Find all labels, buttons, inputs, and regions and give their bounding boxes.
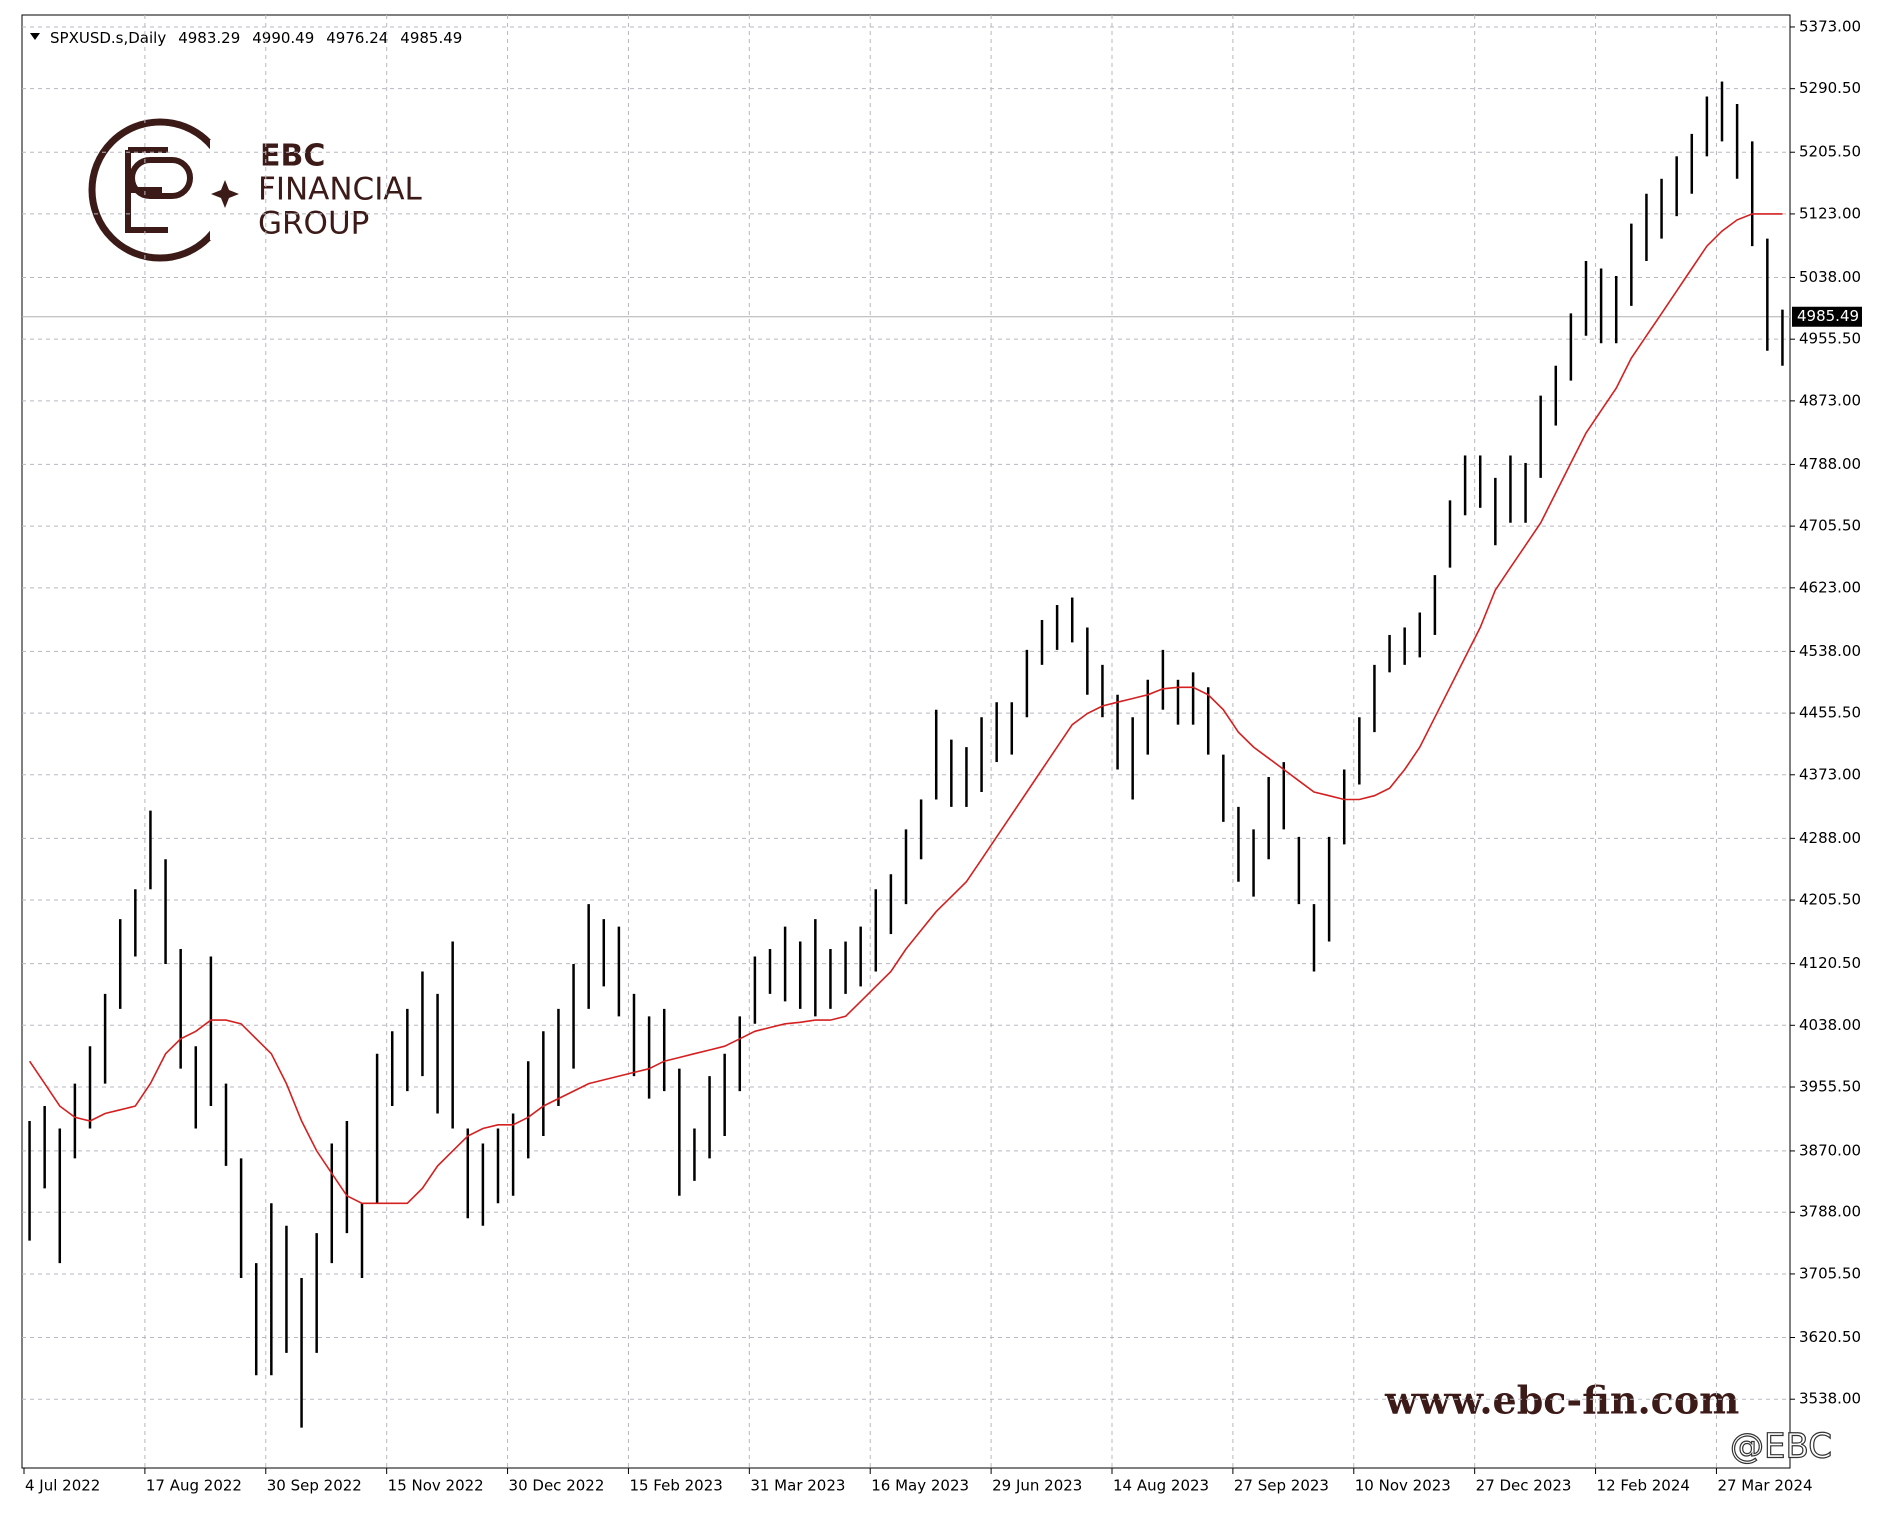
x-tick-label: 14 Aug 2023 <box>1113 1477 1209 1495</box>
logo: EBC FINANCIAL GROUP <box>88 118 423 262</box>
header: SPXUSD.s,Daily 4983.29 4990.49 4976.24 4985.… <box>50 29 462 47</box>
y-tick-label: 4373.00 <box>1799 765 1861 783</box>
header-price: 4985.49 <box>400 29 462 47</box>
y-tick-label: 4955.50 <box>1799 330 1861 348</box>
logo-line: GROUP <box>258 206 369 242</box>
moving-average <box>28 213 1783 1205</box>
header-price: 4976.24 <box>326 29 388 47</box>
y-tick-label: 5205.50 <box>1799 143 1861 161</box>
logo-line: FINANCIAL <box>258 172 423 208</box>
y-tick-label: 5290.50 <box>1799 79 1861 97</box>
y-tick-label: 4455.50 <box>1799 704 1861 722</box>
header-price: 4983.29 <box>178 29 240 47</box>
x-tick-label: 10 Nov 2023 <box>1355 1477 1451 1495</box>
y-tick-label: 3538.00 <box>1799 1390 1861 1408</box>
symbol: SPXUSD.s,Daily <box>50 29 166 47</box>
y-tick-label: 4288.00 <box>1799 829 1861 847</box>
y-tick-label: 5373.00 <box>1799 17 1861 35</box>
logo-brand: EBC <box>260 139 325 174</box>
menu-arrow <box>30 33 40 40</box>
y-tick-label: 4623.00 <box>1799 578 1861 596</box>
x-tick-label: 27 Dec 2023 <box>1476 1477 1572 1495</box>
y-tick-label: 4705.50 <box>1799 517 1861 535</box>
x-tick-label: 15 Nov 2022 <box>388 1477 484 1495</box>
y-tick-label: 3705.50 <box>1799 1264 1861 1282</box>
y-tick-label: 4120.50 <box>1799 954 1861 972</box>
x-tick-label: 29 Jun 2023 <box>992 1477 1082 1495</box>
logo-monogram <box>125 147 193 233</box>
x-tick-label: 27 Sep 2023 <box>1234 1477 1329 1495</box>
website: www.ebc-fin.com <box>1384 1378 1739 1423</box>
y-tick-label: 3620.50 <box>1799 1328 1861 1346</box>
y-tick-label: 4873.00 <box>1799 391 1861 409</box>
x-tick-label: 27 Mar 2024 <box>1717 1477 1812 1495</box>
x-tick-label: 30 Dec 2022 <box>509 1477 605 1495</box>
x-tick-label: 4 Jul 2022 <box>25 1477 100 1495</box>
plot-frame <box>21 14 1791 1469</box>
logo-star <box>211 180 239 208</box>
last-price-box <box>1792 306 1862 327</box>
y-tick-label: 4538.00 <box>1799 642 1861 660</box>
handle: @EBC <box>1730 1427 1832 1467</box>
y-tick-label: 4205.50 <box>1799 891 1861 909</box>
y-tick-label: 3870.00 <box>1799 1141 1861 1159</box>
y-tick-label: 5038.00 <box>1799 268 1861 286</box>
last-price-label: 4985.49 <box>1797 307 1859 325</box>
x-tick-label: 17 Aug 2022 <box>146 1477 242 1495</box>
x-tick-label: 30 Sep 2022 <box>267 1477 362 1495</box>
y-tick-label: 5123.00 <box>1799 204 1861 222</box>
x-tick-label: 16 May 2023 <box>871 1477 969 1495</box>
y-tick-label: 3955.50 <box>1799 1077 1861 1095</box>
x-tick-label: 12 Feb 2024 <box>1597 1477 1690 1495</box>
y-tick-label: 4788.00 <box>1799 455 1861 473</box>
y-tick-label: 3788.00 <box>1799 1203 1861 1221</box>
y-tick-label: 4038.00 <box>1799 1016 1861 1034</box>
x-tick-label: 15 Feb 2023 <box>629 1477 722 1495</box>
x-tick-label: 31 Mar 2023 <box>750 1477 845 1495</box>
header-price: 4990.49 <box>252 29 314 47</box>
